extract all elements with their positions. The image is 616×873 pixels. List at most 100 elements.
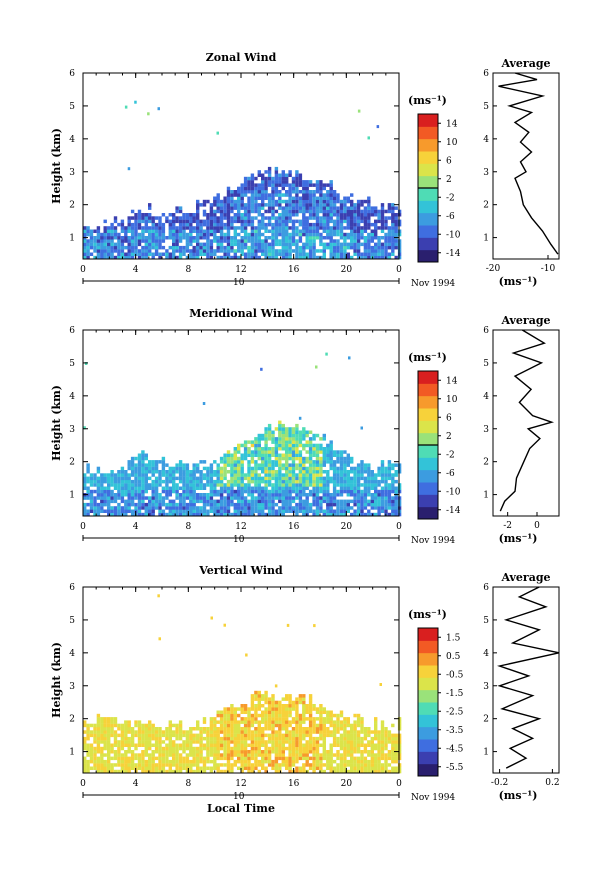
x-tick-label: 16	[288, 522, 300, 532]
average-x-tick-label: 0	[534, 521, 540, 531]
outlier-cell	[157, 107, 160, 111]
average-x-label: (ms⁻¹)	[499, 275, 538, 288]
outlier-cell	[260, 367, 263, 371]
average-x-tick-label: -10	[541, 264, 556, 274]
colorbar-swatch	[418, 445, 438, 458]
x-tick-label: 0	[396, 265, 402, 275]
x-tick-label: 4	[133, 265, 139, 275]
outlier-cell	[83, 426, 86, 430]
colorbar-swatch	[418, 689, 438, 703]
y-tick-label: 2	[69, 201, 75, 211]
x-axis-label: Local Time	[207, 802, 275, 815]
y-tick-label: 5	[69, 616, 75, 626]
x-tick-label: 20	[341, 265, 353, 275]
x-tick-label: 8	[185, 265, 191, 275]
average-y-tick-label: 6	[483, 583, 489, 593]
outlier-cell	[376, 125, 380, 129]
colorbar-swatch	[418, 114, 438, 127]
average-y-tick-label: 4	[483, 392, 489, 402]
colorbar-swatch	[418, 652, 438, 666]
colorbar-swatch	[418, 628, 438, 641]
average-x-tick-label: -2	[503, 521, 512, 531]
y-tick-label: 6	[69, 583, 75, 593]
average-y-tick-label: 5	[483, 616, 489, 626]
heatmap-cells	[83, 352, 402, 517]
y-tick-label: 1	[69, 748, 75, 758]
outlier-cell	[379, 683, 382, 686]
colorbar-tick-label: 6	[446, 413, 452, 423]
date-tag: Nov 1994	[411, 279, 455, 289]
colorbar-swatch	[418, 371, 438, 384]
colorbar-tick-label: 2	[446, 432, 452, 442]
colorbar-swatch	[418, 751, 438, 765]
colorbar-tick-label: 14	[446, 376, 458, 386]
average-y-tick-label: 3	[483, 168, 489, 178]
x-tick-label: 12	[235, 779, 246, 789]
y-tick-label: 6	[69, 326, 75, 336]
colorbar-tick-label: -5.5	[446, 763, 464, 773]
colorbar-tick-label: -4.5	[446, 744, 464, 754]
average-y-tick-label: 2	[483, 201, 489, 211]
average-y-tick-label: 2	[483, 715, 489, 725]
colorbar-tick-label: -10	[446, 230, 461, 240]
colorbar-swatch	[418, 726, 438, 740]
colorbar-tick-label: 6	[446, 156, 452, 166]
average-y-tick-label: 1	[483, 234, 489, 244]
panel-title: Meridional Wind	[189, 307, 293, 320]
x-tick-label: 4	[133, 522, 139, 532]
outlier-cell	[157, 594, 160, 598]
average-title: Average	[500, 57, 550, 70]
heatmap-cells	[83, 594, 402, 774]
date-day: 10	[233, 278, 245, 288]
outlier-cell	[202, 402, 206, 405]
y-axis-label: Height (km)	[50, 385, 63, 461]
average-x-tick-label: -20	[486, 264, 501, 274]
x-tick-label: 0	[80, 779, 86, 789]
average-y-tick-label: 2	[483, 458, 489, 468]
y-tick-label: 4	[69, 649, 75, 659]
colorbar-tick-label: -6	[446, 469, 455, 479]
colorbar-tick-label: -0.5	[446, 670, 464, 680]
average-y-tick-label: 5	[483, 102, 489, 112]
heatmap-cells	[83, 100, 402, 260]
outlier-cell	[134, 100, 137, 104]
colorbar-swatch	[418, 763, 438, 777]
average-y-tick-label: 4	[483, 649, 489, 659]
y-tick-label: 6	[69, 69, 75, 79]
average-profile-line	[498, 72, 559, 255]
average-frame	[492, 586, 560, 774]
outlier-cell	[348, 356, 351, 360]
outlier-cell	[360, 426, 363, 430]
date-tag: Nov 1994	[411, 793, 455, 803]
average-y-tick-label: 3	[483, 425, 489, 435]
colorbar-swatch	[418, 640, 438, 654]
colorbar-tick-label: 1.5	[446, 633, 461, 643]
outlier-cell	[158, 637, 161, 641]
y-tick-label: 4	[69, 135, 75, 145]
y-tick-label: 3	[69, 425, 75, 435]
x-tick-label: 16	[288, 265, 300, 275]
colorbar-swatch	[418, 482, 438, 495]
y-tick-label: 4	[69, 392, 75, 402]
x-tick-label: 8	[185, 779, 191, 789]
colorbar-swatch	[418, 506, 438, 520]
colorbar-frame	[417, 627, 439, 777]
colorbar-swatch	[418, 432, 438, 446]
outlier-cell	[84, 362, 88, 365]
colorbar-swatch	[418, 126, 438, 140]
date-tag: Nov 1994	[411, 536, 455, 546]
outlier-cell	[147, 112, 150, 116]
average-frame	[492, 72, 560, 260]
colorbar-tick-label: 10	[446, 395, 458, 405]
x-tick-label: 20	[341, 779, 353, 789]
colorbar-swatch	[418, 408, 438, 421]
outlier-cell	[315, 365, 318, 369]
date-day: 10	[233, 792, 245, 802]
colorbar-tick-label: -14	[446, 506, 461, 516]
y-tick-label: 1	[69, 234, 75, 244]
average-y-tick-label: 1	[483, 748, 489, 758]
x-tick-label: 16	[288, 779, 300, 789]
